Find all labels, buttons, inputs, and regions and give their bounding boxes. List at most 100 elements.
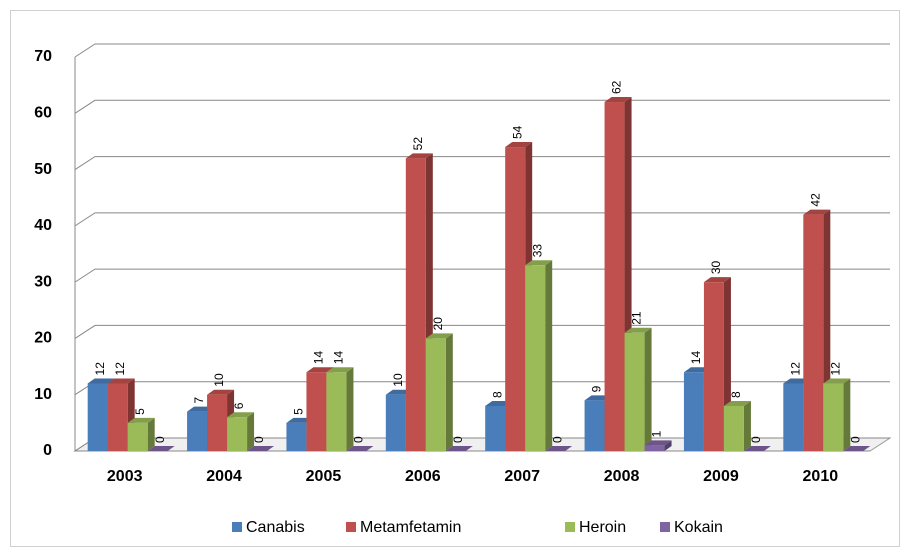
- bar: [405, 158, 426, 452]
- y-tick-label: 70: [34, 48, 52, 65]
- bar-top: [107, 378, 135, 384]
- legend-swatch: [660, 522, 670, 532]
- value-label: 8: [729, 391, 743, 398]
- bar: [227, 417, 248, 451]
- bar: [604, 102, 625, 452]
- bar: [385, 394, 406, 451]
- bar: [127, 422, 148, 451]
- bar-top: [326, 367, 354, 373]
- value-label: 0: [153, 436, 167, 443]
- value-label: 12: [828, 362, 842, 376]
- bar-top: [207, 389, 235, 395]
- bar-top: [505, 142, 533, 148]
- bar-top: [823, 378, 851, 384]
- bar-top: [803, 209, 831, 215]
- bar: [683, 372, 704, 451]
- value-label: 62: [610, 80, 624, 94]
- bar-top: [604, 97, 632, 103]
- y-tick-label: 50: [34, 161, 52, 178]
- y-tick-label: 40: [34, 217, 52, 234]
- y-tick-label: 20: [34, 330, 52, 347]
- value-label: 10: [212, 373, 226, 387]
- bar: [187, 411, 208, 451]
- value-label: 14: [332, 351, 346, 365]
- bar-top: [703, 277, 731, 283]
- legend-label: Canabis: [246, 519, 305, 536]
- y-tick-label: 30: [34, 273, 52, 290]
- x-tick-label: 2008: [604, 468, 640, 485]
- bar-top: [425, 333, 453, 339]
- value-label: 52: [411, 137, 425, 151]
- bar-top: [445, 446, 473, 451]
- x-tick-label: 2009: [703, 468, 739, 485]
- bar: [823, 383, 844, 451]
- legend-label: Heroin: [579, 519, 626, 536]
- bar-side: [445, 333, 453, 451]
- bar-top: [545, 446, 573, 451]
- bar: [207, 394, 228, 451]
- bar-side: [247, 412, 255, 451]
- bar: [624, 332, 645, 451]
- x-tick-label: 2005: [306, 468, 342, 485]
- value-label: 14: [689, 351, 703, 365]
- y-tick-label: 0: [43, 442, 52, 459]
- bar-side: [644, 327, 652, 451]
- value-label: 1: [650, 430, 664, 437]
- value-label: 12: [788, 362, 802, 376]
- legend-swatch: [346, 522, 356, 532]
- bar-top: [247, 446, 275, 451]
- bar: [107, 383, 128, 451]
- bar-top: [723, 400, 751, 406]
- bar-top: [843, 446, 871, 451]
- x-tick-label: 2006: [405, 468, 441, 485]
- y-tick-label: 10: [34, 386, 52, 403]
- bar-top: [743, 446, 771, 451]
- bar: [425, 338, 446, 451]
- bar: [703, 282, 724, 451]
- bar-top: [127, 417, 155, 423]
- value-label: 33: [530, 244, 544, 258]
- bar: [87, 383, 108, 451]
- value-label: 5: [133, 408, 147, 415]
- bar: [783, 383, 804, 451]
- value-label: 0: [252, 436, 266, 443]
- bar-side: [545, 260, 553, 451]
- bar-side: [843, 378, 851, 451]
- x-tick-label: 2004: [206, 468, 242, 485]
- bar-top: [644, 440, 672, 446]
- value-label: 6: [232, 402, 246, 409]
- value-label: 10: [391, 373, 405, 387]
- bar: [584, 400, 605, 451]
- bar-top: [624, 327, 652, 333]
- value-label: 0: [848, 436, 862, 443]
- bar: [326, 372, 347, 451]
- grid-line: [74, 43, 890, 58]
- value-label: 54: [510, 125, 524, 139]
- value-label: 0: [749, 436, 763, 443]
- value-label: 20: [431, 317, 445, 331]
- x-tick-label: 2007: [504, 468, 540, 485]
- x-tick-label: 2003: [107, 468, 143, 485]
- value-label: 14: [312, 351, 326, 365]
- value-label: 21: [630, 311, 644, 325]
- value-label: 30: [709, 260, 723, 274]
- bar-top: [87, 378, 115, 384]
- legend-label: Metamfetamin: [360, 519, 461, 536]
- legend-label: Kokain: [674, 519, 723, 536]
- bar-top: [227, 412, 255, 418]
- chart-frame: [10, 10, 900, 547]
- bar: [286, 422, 307, 451]
- legend-swatch: [232, 522, 242, 532]
- x-tick-label: 2010: [803, 468, 839, 485]
- bar-top: [306, 367, 334, 373]
- bar: [723, 405, 744, 451]
- value-label: 8: [490, 391, 504, 398]
- value-label: 0: [550, 436, 564, 443]
- value-label: 7: [192, 397, 206, 404]
- bar: [525, 265, 546, 451]
- bar: [485, 405, 506, 451]
- value-label: 5: [292, 408, 306, 415]
- bar: [644, 445, 665, 451]
- bar-top: [346, 446, 374, 451]
